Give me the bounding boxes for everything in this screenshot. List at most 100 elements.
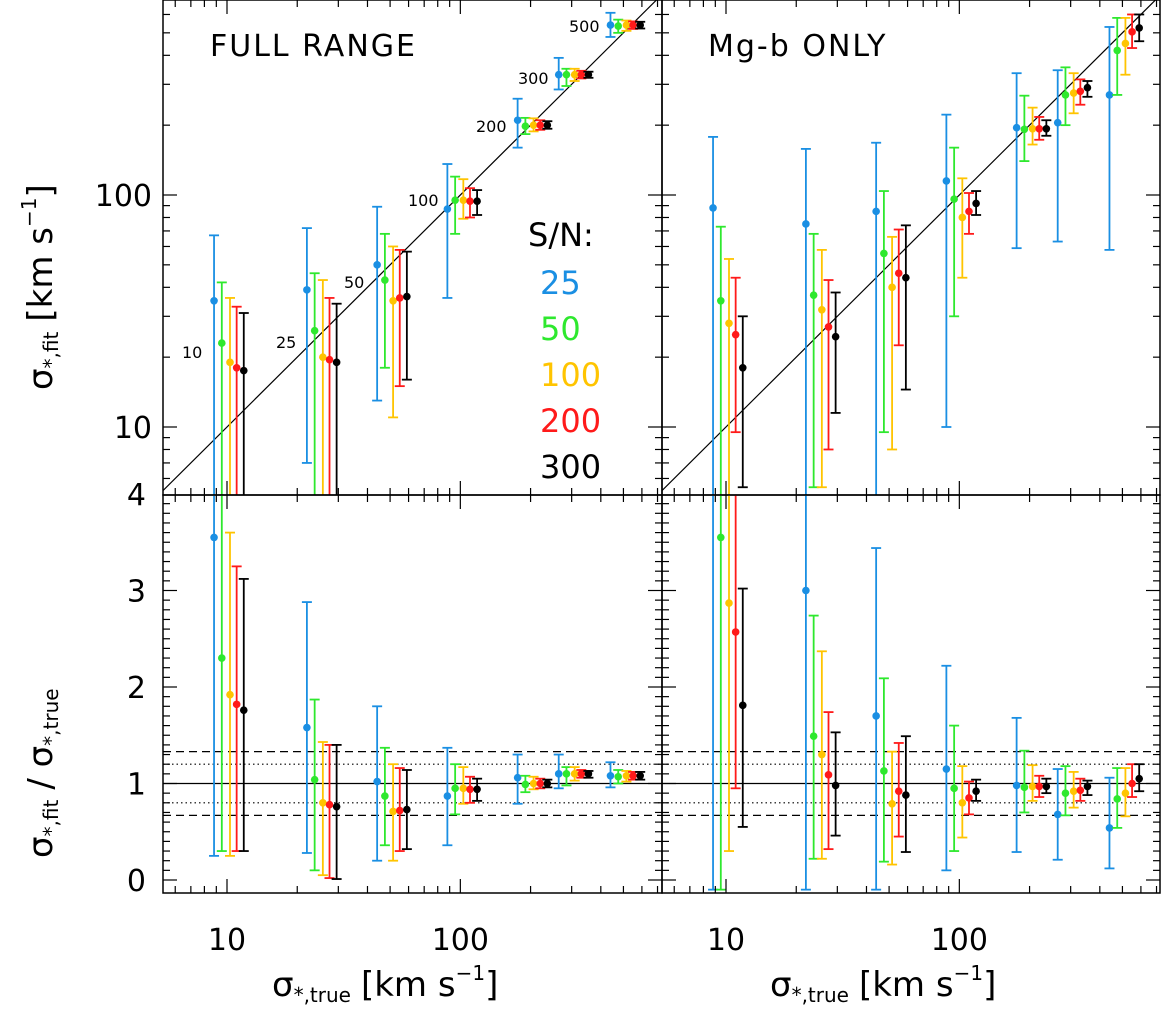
data-point [459,196,468,204]
legend-item-300: 300 [540,448,601,486]
data-point [1061,91,1070,99]
data-point [894,787,903,796]
data-point [543,121,552,129]
data-point [942,765,951,773]
true-label-50: 50 [344,273,364,292]
y-top-label-sub: *,fit [39,331,63,368]
data-point [303,286,311,294]
legend-item-100: 100 [540,356,601,394]
data-point [880,249,888,258]
data-point [218,654,226,662]
data-point [466,785,474,794]
data-point [809,732,818,741]
x-label-sub-right: *,true [792,983,849,1007]
data-point [824,323,833,331]
x-tick-label: 100 [931,923,988,958]
data-point [1069,89,1078,97]
data-point [802,220,810,228]
true-label-25: 25 [276,333,296,352]
data-point [872,712,880,720]
data-point [403,292,411,301]
data-point [332,802,341,811]
data-point [802,586,810,595]
data-point [451,784,459,793]
data-point [824,771,833,779]
y-top-label-units: [km s [21,227,61,322]
data-point [584,770,593,778]
data-point [303,723,311,732]
x-label-sub: *,true [294,983,351,1007]
y-bot-label-sub2: *,true [39,688,63,745]
data-point [562,70,571,79]
data-point [554,70,563,79]
data-point [738,363,747,372]
data-point [831,332,840,341]
data-point [459,784,468,793]
svg-text:σ*,true[km s−1]: σ*,true [km s−1] [272,961,498,1007]
legend: S/N: 25 50 100 200 300 [528,216,601,486]
data-point [880,767,888,775]
svg-text:σ*,fit[km s−1]: σ*,fit [km s−1] [17,184,63,390]
y-top-label-sigma: σ [21,368,61,390]
legend-item-25: 25 [540,264,581,302]
data-point [958,213,967,222]
data-point [738,701,747,710]
data-point [972,199,980,208]
x-label-units-right: [km s [859,965,954,1005]
panel-tl-content [163,0,658,495]
data-point [1035,782,1044,791]
data-point [1113,46,1122,55]
data-point [562,770,571,778]
data-point [606,771,615,780]
data-point [1083,782,1092,791]
x-label-exp: −1 [456,961,485,985]
data-point [310,775,319,784]
data-point [332,358,341,367]
data-point [1012,123,1021,132]
legend-title: S/N: [528,216,594,254]
data-point [543,779,552,788]
svg-text:σ*,fit/ σ*,true: σ*,fit / σ*,true [21,688,63,858]
data-point [1121,39,1130,48]
data-point [521,122,530,130]
y-top-label-exp: −1 [17,198,41,227]
data-point [577,70,586,79]
data-point [614,772,623,781]
data-point [1105,824,1114,832]
data-point [1083,83,1092,92]
data-point [403,805,411,814]
x-tick-label: 10 [707,923,745,958]
data-point [622,21,631,29]
data-point [1121,789,1130,797]
data-point [965,794,973,802]
data-point [466,197,474,206]
y-top-tick-label: 10 [114,411,152,446]
data-point [513,116,522,125]
data-point [570,770,579,778]
data-point [210,533,218,542]
data-point [232,363,241,372]
true-label-10: 10 [182,343,202,362]
x-tick-label: 10 [208,923,246,958]
panel-br-content [662,495,1160,891]
data-point [239,706,248,714]
data-point [958,799,967,807]
panel-frame [661,0,1161,496]
y-bot-label-sigma: σ [21,836,61,858]
data-point [606,21,615,29]
data-point [717,533,725,542]
data-point [521,780,530,789]
data-point [1128,28,1136,36]
data-point [1076,87,1085,96]
data-point [636,771,644,780]
data-point [1042,782,1051,791]
y-bot-tick-label: 4 [127,478,146,513]
data-point [395,806,404,815]
x-tick-label: 100 [432,923,489,958]
data-point [389,296,397,305]
data-point [950,195,958,203]
y-top-tick-label: 100 [95,179,152,214]
x-label-end: ] [485,965,498,1005]
data-point [570,70,579,79]
x-axis-label-left: σ*,true [km s−1] [272,961,498,1007]
